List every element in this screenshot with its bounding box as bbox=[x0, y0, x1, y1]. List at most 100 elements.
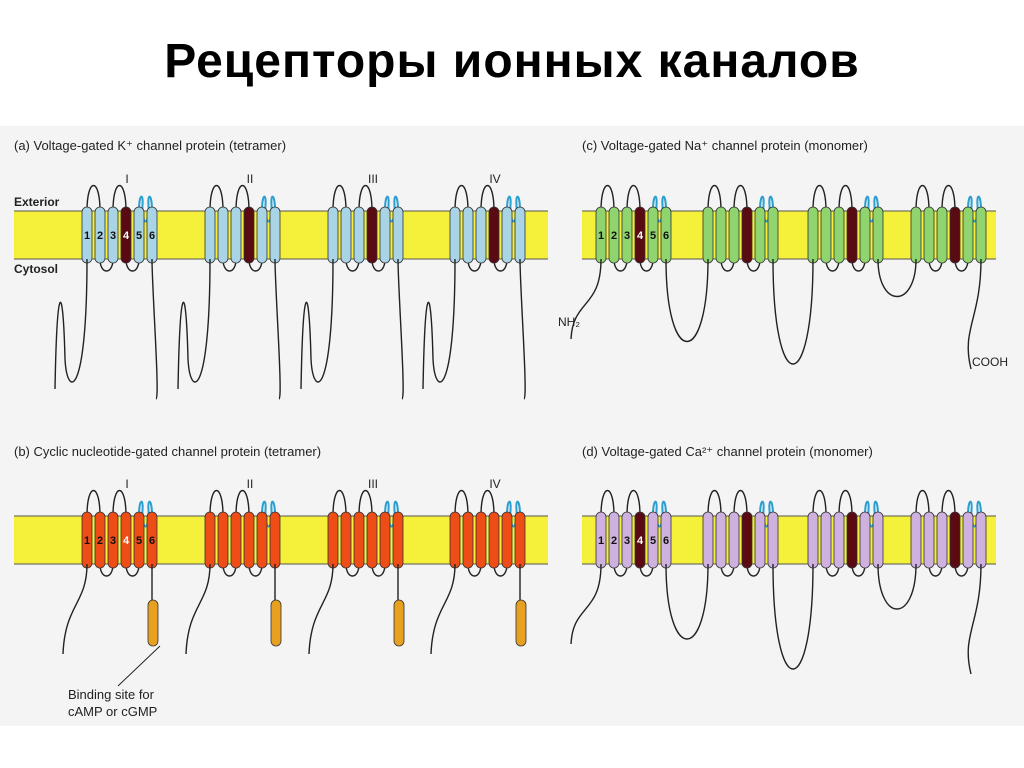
extracellular-loop bbox=[112, 490, 127, 517]
segment-number: 4 bbox=[123, 535, 130, 547]
transmembrane-segment bbox=[269, 206, 281, 264]
transmembrane-segment bbox=[107, 206, 119, 264]
transmembrane-segment bbox=[949, 206, 961, 264]
transmembrane-segment bbox=[647, 206, 659, 264]
transmembrane-segment bbox=[975, 206, 987, 264]
binding-site-label-2: cAMP or cGMP bbox=[68, 704, 157, 719]
ion-channel-figure: (a) Voltage-gated K⁺ channel protein (te… bbox=[0, 126, 1024, 726]
pore-loop bbox=[652, 195, 667, 223]
transmembrane-segment bbox=[962, 511, 974, 569]
extracellular-loop bbox=[454, 185, 469, 212]
transmembrane-segment bbox=[94, 511, 106, 569]
domain-label: IV bbox=[489, 477, 500, 491]
binding-domain bbox=[393, 599, 405, 647]
extracellular-loop bbox=[235, 490, 250, 517]
transmembrane-segment bbox=[859, 511, 871, 569]
transmembrane-segment bbox=[846, 511, 858, 569]
transmembrane-segment bbox=[392, 511, 404, 569]
transmembrane-segment bbox=[340, 511, 352, 569]
interdomain-loop bbox=[665, 563, 709, 640]
transmembrane-segment bbox=[767, 206, 779, 264]
extracellular-loop bbox=[915, 185, 930, 212]
n-terminal-tail bbox=[300, 258, 334, 390]
transmembrane-segment bbox=[94, 206, 106, 264]
transmembrane-segment bbox=[353, 206, 365, 264]
transmembrane-segment bbox=[230, 206, 242, 264]
domain-label: II bbox=[247, 477, 254, 491]
panel-b-title: (b) Cyclic nucleotide-gated channel prot… bbox=[14, 444, 321, 459]
extracellular-loop bbox=[209, 185, 224, 212]
pore-loop bbox=[261, 500, 276, 528]
pore-loop bbox=[759, 195, 774, 223]
extracellular-loop bbox=[626, 185, 641, 212]
transmembrane-segment bbox=[353, 511, 365, 569]
transmembrane-segment bbox=[340, 206, 352, 264]
domain-label: IV bbox=[489, 172, 500, 186]
extracellular-loop bbox=[480, 490, 495, 517]
nh2-label: NH₂ bbox=[558, 315, 580, 329]
pore-loop bbox=[138, 195, 153, 223]
transmembrane-segment bbox=[366, 206, 378, 264]
segment-number: 5 bbox=[136, 230, 142, 242]
transmembrane-segment bbox=[923, 511, 935, 569]
transmembrane-segment bbox=[634, 511, 646, 569]
transmembrane-segment bbox=[754, 206, 766, 264]
extracellular-loop bbox=[332, 490, 347, 517]
extracellular-loop bbox=[480, 185, 495, 212]
transmembrane-segment bbox=[256, 206, 268, 264]
extracellular-loop bbox=[358, 185, 373, 212]
pore-loop bbox=[261, 195, 276, 223]
transmembrane-segment bbox=[647, 511, 659, 569]
pore-loop bbox=[967, 500, 982, 528]
extracellular-loop bbox=[454, 490, 469, 517]
segment-number: 1 bbox=[84, 535, 90, 547]
extracellular-loop bbox=[812, 490, 827, 517]
extracellular-loop bbox=[838, 490, 853, 517]
transmembrane-segment bbox=[767, 511, 779, 569]
transmembrane-segment bbox=[872, 206, 884, 264]
binding-domain bbox=[147, 599, 159, 647]
extracellular-loop bbox=[812, 185, 827, 212]
pore-loop bbox=[967, 195, 982, 223]
extracellular-loop bbox=[838, 185, 853, 212]
panel-a-title: (a) Voltage-gated K⁺ channel protein (te… bbox=[14, 138, 286, 153]
transmembrane-segment bbox=[501, 206, 513, 264]
n-terminal-tail bbox=[62, 563, 88, 655]
transmembrane-segment bbox=[449, 511, 461, 569]
segment-number: 1 bbox=[84, 230, 90, 242]
segment-number: 2 bbox=[611, 230, 617, 242]
panel-d-title: (d) Voltage-gated Ca²⁺ channel protein (… bbox=[582, 444, 873, 459]
transmembrane-segment bbox=[366, 511, 378, 569]
transmembrane-segment bbox=[872, 511, 884, 569]
n-terminal-tail bbox=[185, 563, 211, 655]
exterior-label: Exterior bbox=[14, 195, 60, 209]
domain-label: III bbox=[368, 172, 378, 186]
binding-domain bbox=[270, 599, 282, 647]
c-terminal-tail bbox=[519, 258, 526, 400]
transmembrane-segment bbox=[514, 511, 526, 569]
transmembrane-segment bbox=[728, 511, 740, 569]
extracellular-loop bbox=[733, 490, 748, 517]
segment-number: 3 bbox=[110, 535, 116, 547]
transmembrane-segment bbox=[133, 206, 145, 264]
n-terminal-tail bbox=[430, 563, 456, 655]
pore-loop bbox=[759, 500, 774, 528]
transmembrane-segment bbox=[243, 511, 255, 569]
c-terminus-line bbox=[967, 258, 982, 370]
domain-label: III bbox=[368, 477, 378, 491]
segment-number: 5 bbox=[650, 535, 656, 547]
transmembrane-segment bbox=[820, 206, 832, 264]
transmembrane-segment bbox=[462, 511, 474, 569]
panel-c-title: (c) Voltage-gated Na⁺ channel protein (m… bbox=[582, 138, 868, 153]
interdomain-loop bbox=[772, 563, 814, 670]
segment-number: 6 bbox=[663, 230, 669, 242]
segment-number: 4 bbox=[637, 230, 644, 242]
interdomain-loop bbox=[665, 258, 709, 342]
extracellular-loop bbox=[626, 490, 641, 517]
segment-number: 3 bbox=[624, 230, 630, 242]
extracellular-loop bbox=[358, 490, 373, 517]
transmembrane-segment bbox=[715, 206, 727, 264]
interdomain-loop bbox=[877, 258, 917, 298]
